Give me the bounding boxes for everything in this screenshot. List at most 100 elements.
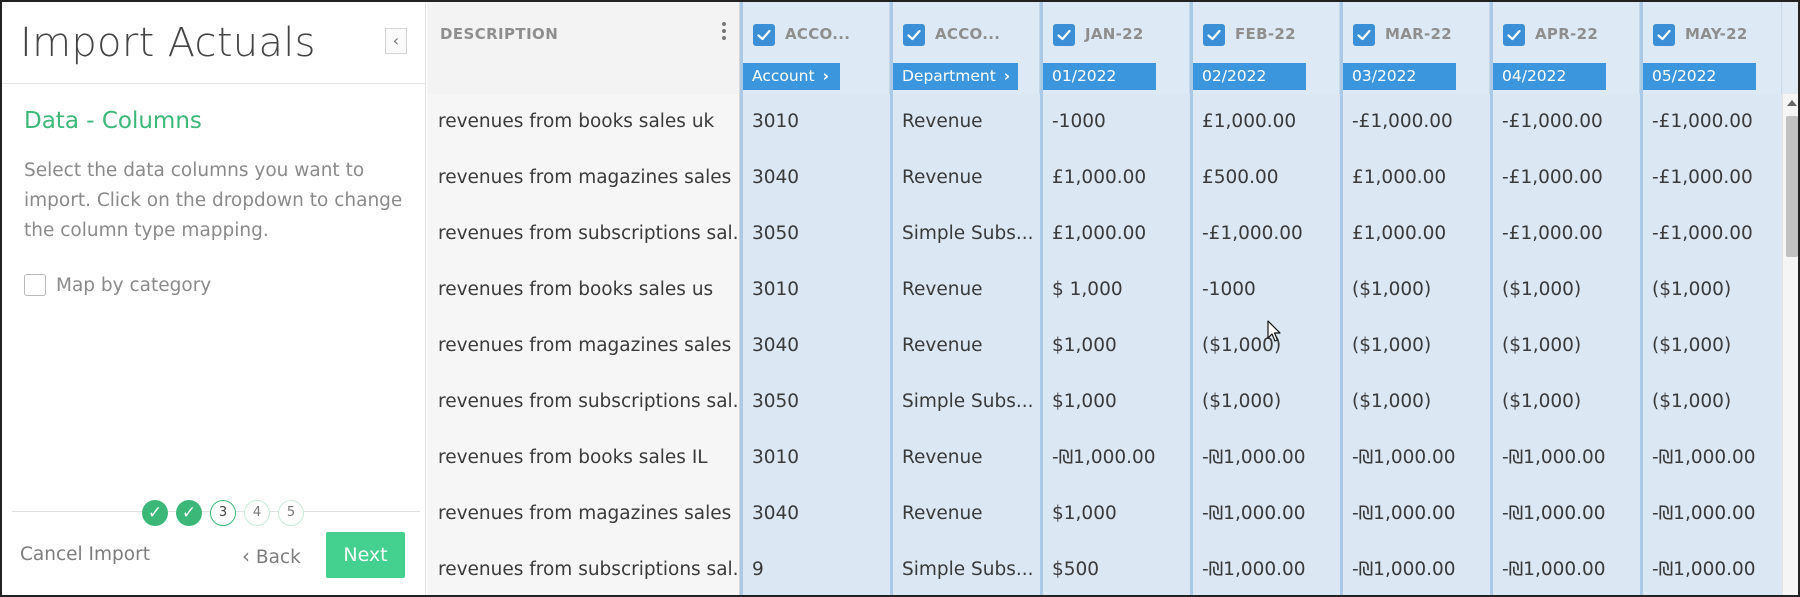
data-cell: -₪1,000.00 — [1490, 486, 1640, 542]
data-cell: -₪1,000.00 — [1340, 430, 1490, 486]
cancel-import-link[interactable]: Cancel Import — [20, 544, 150, 565]
map-by-category-option[interactable]: Map by category — [24, 274, 211, 296]
data-cell: ($1,000) — [1490, 318, 1640, 374]
data-cell: -£1,000.00 — [1490, 94, 1640, 150]
data-cell: Revenue — [890, 262, 1040, 318]
data-cell: $1,000 — [1040, 374, 1190, 430]
chevron-left-icon: ‹ — [392, 31, 400, 50]
description-cell: revenues from subscriptions sal... — [427, 542, 740, 595]
data-cell: ($1,000) — [1490, 262, 1640, 318]
column-header: ACCO... Account › — [740, 2, 890, 94]
data-cell: -£1,000.00 — [1490, 206, 1640, 262]
data-cell: Revenue — [890, 430, 1040, 486]
back-button[interactable]: ‹ Back — [242, 544, 301, 568]
description-cell: revenues from books sales IL — [427, 430, 740, 486]
step-complete-icon: ✓ — [142, 500, 168, 526]
data-cell: 3040 — [740, 150, 890, 206]
column-include-checkbox[interactable] — [1653, 24, 1675, 46]
column-header: APR-22 04/2022 — [1490, 2, 1640, 94]
data-cell: -₪1,000.00 — [1190, 430, 1340, 486]
step-indicator: 3 — [210, 500, 236, 526]
data-cell: ($1,000) — [1190, 318, 1340, 374]
description-cell: revenues from subscriptions sal... — [427, 206, 740, 262]
data-cell: Simple Subs... — [890, 542, 1040, 595]
checkmark-icon — [1357, 29, 1371, 41]
map-by-category-checkbox[interactable] — [24, 274, 46, 296]
vertical-scrollbar[interactable] — [1782, 94, 1798, 595]
column-include-checkbox[interactable] — [753, 24, 775, 46]
column-type-dropdown[interactable]: Account › — [743, 63, 840, 90]
next-button[interactable]: Next — [326, 532, 405, 578]
table-row: revenues from subscriptions sal... 3050 Si… — [427, 374, 1782, 430]
data-cell: $1,000 — [1040, 318, 1190, 374]
column-include-checkbox[interactable] — [1053, 24, 1075, 46]
wizard-stepper: ✓ ✓ 3 4 5 — [142, 500, 312, 526]
data-cell: ($1,000) — [1340, 374, 1490, 430]
data-cell: 9 — [740, 542, 890, 595]
step-indicator: 4 — [244, 500, 270, 526]
column-include-checkbox[interactable] — [1203, 24, 1225, 46]
data-cell: Simple Subs... — [890, 206, 1040, 262]
column-type-label: 04/2022 — [1502, 67, 1567, 85]
column-include-checkbox[interactable] — [903, 24, 925, 46]
data-cell: £1,000.00 — [1340, 150, 1490, 206]
grid-header-row: DESCRIPTION ACCO... Account › ACCO... Depart… — [427, 2, 1782, 94]
column-header-label: FEB-22 — [1235, 25, 1296, 43]
data-cell: -£1,000.00 — [1640, 150, 1782, 206]
column-type-dropdown[interactable]: 01/2022 — [1043, 63, 1156, 90]
data-cell: 3040 — [740, 318, 890, 374]
data-cell: 3010 — [740, 430, 890, 486]
data-cell: -₪1,000.00 — [1340, 542, 1490, 595]
instructions-text: Select the data columns you want to impo… — [24, 160, 403, 241]
column-type-dropdown[interactable]: Department › — [893, 63, 1018, 90]
checkmark-icon — [907, 29, 921, 41]
data-cell: ($1,000) — [1640, 318, 1782, 374]
column-type-label: 05/2022 — [1652, 67, 1717, 85]
data-cell: -₪1,000.00 — [1190, 542, 1340, 595]
data-cell: ($1,000) — [1340, 318, 1490, 374]
map-by-category-label: Map by category — [56, 274, 212, 296]
data-cell: ($1,000) — [1640, 262, 1782, 318]
table-row: revenues from subscriptions sal... 3050 Si… — [427, 206, 1782, 262]
data-cell: $1,000 — [1040, 486, 1190, 542]
column-header-label: APR-22 — [1535, 25, 1599, 43]
data-cell: Revenue — [890, 150, 1040, 206]
data-cell: Simple Subs... — [890, 374, 1040, 430]
data-cell: -₪1,000.00 — [1490, 430, 1640, 486]
column-include-checkbox[interactable] — [1353, 24, 1375, 46]
data-cell: $ 1,000 — [1040, 262, 1190, 318]
column-type-dropdown[interactable]: 04/2022 — [1493, 63, 1606, 90]
data-cell: £1,000.00 — [1040, 150, 1190, 206]
step-complete-icon: ✓ — [176, 500, 202, 526]
data-cell: Revenue — [890, 94, 1040, 150]
scroll-thumb[interactable] — [1786, 116, 1798, 257]
data-cell: 3010 — [740, 262, 890, 318]
data-cell: -₪1,000.00 — [1040, 430, 1190, 486]
back-label: Back — [255, 547, 301, 568]
column-header: ACCO... Department › — [890, 2, 1040, 94]
data-cell: -₪1,000.00 — [1340, 486, 1490, 542]
scroll-up-arrow-icon[interactable] — [1787, 100, 1797, 106]
data-cell: -₪1,000.00 — [1640, 542, 1782, 595]
column-type-dropdown[interactable]: 03/2022 — [1343, 63, 1456, 90]
checkmark-icon — [1657, 29, 1671, 41]
column-header-label: ACCO... — [935, 25, 1001, 43]
column-include-checkbox[interactable] — [1503, 24, 1525, 46]
column-header: MAY-22 05/2022 — [1640, 2, 1782, 94]
collapse-panel-button[interactable]: ‹ — [385, 28, 407, 54]
column-menu-icon[interactable] — [721, 22, 727, 44]
column-type-label: 03/2022 — [1352, 67, 1417, 85]
description-cell: revenues from books sales us — [427, 262, 740, 318]
description-cell: revenues from subscriptions sal... — [427, 374, 740, 430]
checkmark-icon — [1207, 29, 1221, 41]
data-cell: ($1,000) — [1340, 262, 1490, 318]
data-cell: ($1,000) — [1640, 374, 1782, 430]
data-cell: -1000 — [1040, 94, 1190, 150]
step-indicator: 5 — [278, 500, 304, 526]
table-row: revenues from books sales us 3010 Revenue $… — [427, 262, 1782, 318]
column-header-label: ACCO... — [785, 25, 851, 43]
column-type-dropdown[interactable]: 05/2022 — [1643, 63, 1756, 90]
column-type-label: 02/2022 — [1202, 67, 1267, 85]
column-type-dropdown[interactable]: 02/2022 — [1193, 63, 1306, 90]
description-cell: revenues from magazines sales ... — [427, 486, 740, 542]
